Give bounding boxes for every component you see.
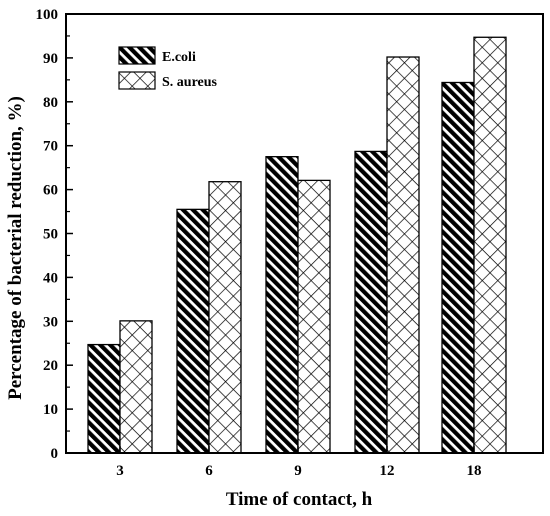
- x-tick-label: 3: [116, 463, 124, 479]
- x-axis-title: Time of contact, h: [226, 489, 373, 510]
- y-tick-label: 60: [43, 183, 58, 199]
- ticks-layer: 0 10 20 30 40 50 60 70 80 90 100 3 6 9 12 18: [36, 7, 482, 479]
- y-axis-title: Percentage of bacterial reduction, %): [5, 96, 26, 400]
- legend-label-s-aureus: S. aureus: [162, 75, 218, 90]
- bar-e-coli-3: [87, 343, 121, 454]
- legend-label-ecoli: E.coli: [162, 50, 196, 65]
- x-tick-label: 6: [205, 463, 213, 479]
- x-tick-label: 9: [294, 463, 302, 479]
- y-tick-label: 30: [43, 314, 58, 330]
- legend-swatch-ecoli: [118, 46, 156, 65]
- y-tick-label: 20: [43, 358, 58, 374]
- y-tick-label: 80: [43, 95, 58, 111]
- y-tick-label: 90: [43, 51, 58, 67]
- bar-e-coli-6: [176, 208, 210, 454]
- bar-s-aureus-6: [208, 181, 242, 454]
- y-tick-label: 10: [43, 402, 58, 418]
- legend-swatch-s-aureus: [118, 71, 156, 90]
- y-tick-label: 50: [43, 227, 58, 243]
- bar-s-aureus-12: [386, 56, 420, 454]
- y-tick-label: 100: [36, 7, 59, 23]
- y-tick-label: 70: [43, 139, 58, 155]
- y-tick-label: 0: [51, 446, 59, 462]
- x-tick-label: 18: [467, 463, 482, 479]
- bar-e-coli-9: [265, 156, 299, 454]
- legend: E.coli S. aureus: [118, 46, 218, 90]
- bar-s-aureus-3: [119, 320, 153, 454]
- x-tick-label: 12: [380, 463, 395, 479]
- bar-e-coli-12: [354, 150, 388, 454]
- y-tick-label: 40: [43, 270, 58, 286]
- bar-e-coli-18: [441, 81, 475, 454]
- bars-layer: [87, 36, 507, 454]
- bar-s-aureus-9: [297, 179, 331, 454]
- bar-s-aureus-18: [473, 36, 507, 454]
